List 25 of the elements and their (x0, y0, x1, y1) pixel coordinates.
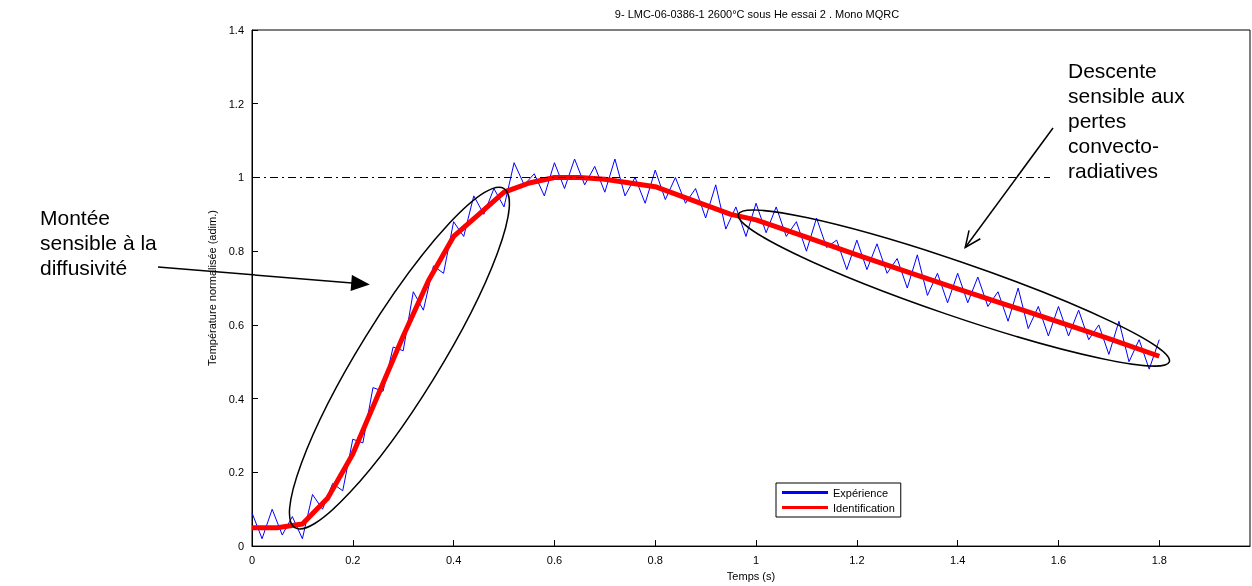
y-tick-label: 0.6 (228, 318, 244, 331)
x-axis-title: Temps (s) (726, 569, 776, 582)
x-tick-label: 0.2 (345, 553, 361, 566)
x-tick-label: 1.6 (1050, 553, 1067, 566)
x-tick-label: 1.2 (849, 553, 865, 566)
x-tick-label: 0.8 (647, 553, 663, 566)
y-tick-label: 1.2 (228, 97, 244, 110)
y-tick-label: 0.4 (228, 392, 244, 405)
x-tick-label: 0 (248, 553, 256, 566)
y-tick-label: 1 (237, 171, 244, 184)
y-axis-title: Température normalisée (adim.) (206, 210, 219, 366)
legend-label: Identification (833, 501, 895, 514)
x-tick-label: 1 (752, 553, 760, 566)
y-tick-label: 1.4 (228, 24, 244, 36)
y-tick-label: 0.2 (228, 466, 244, 479)
x-tick-label: 1.4 (950, 553, 966, 566)
annotation: Descente sensible aux pertes convecto-radiatives (1068, 58, 1186, 183)
text: Montée sensible à la diffusivité (40, 205, 158, 280)
x-tick-label: 1.8 (1151, 553, 1167, 566)
x-tick-label: 0.4 (445, 553, 462, 566)
x-tick-label: 0.6 (546, 553, 563, 566)
legend-label: Expérience (833, 486, 889, 499)
y-tick-label: 0.8 (228, 245, 244, 258)
y-tick-label: 0 (237, 540, 244, 553)
chart-title: 9- LMC-06-0386-1 2600°C sous He essai 2 . Mono MQRC (614, 7, 900, 20)
